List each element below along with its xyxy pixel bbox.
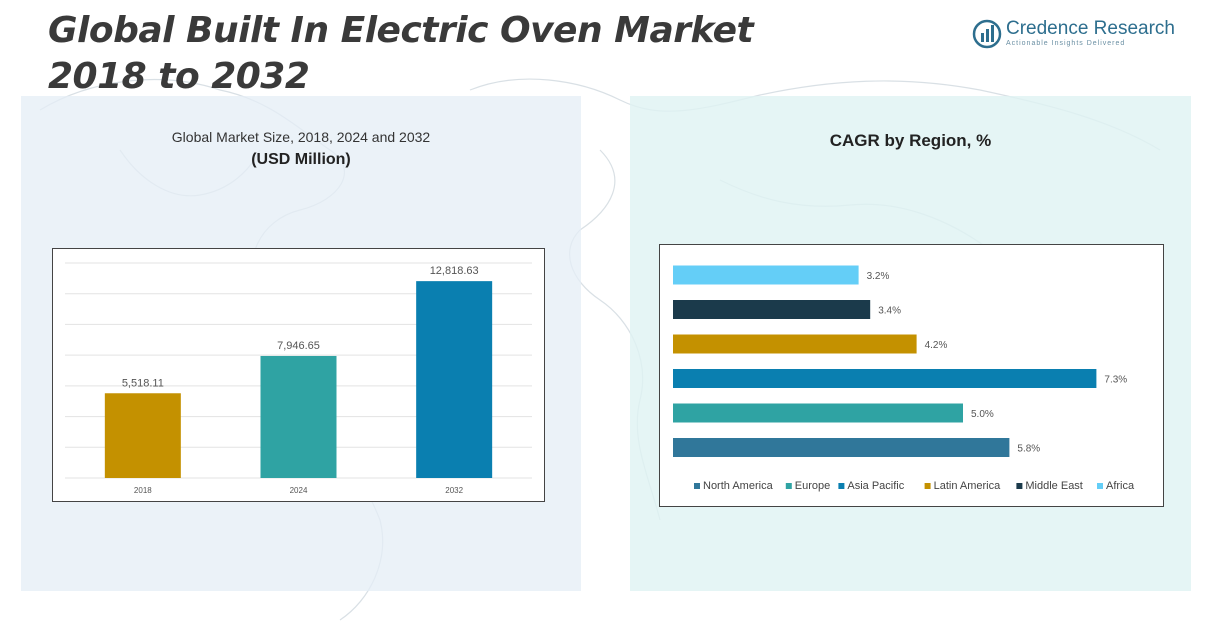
logo-brand-name: Credence Research (1006, 18, 1175, 39)
bar-africa (673, 265, 859, 285)
market-size-chart: 5,518.11 2018 7,946.65 2024 12,818.63 2032 (52, 248, 545, 502)
bar-value-label: 5,518.11 (122, 377, 164, 389)
bar-europe (673, 403, 963, 423)
legend-label: Europe (795, 480, 830, 492)
bar-value-label: 7.3% (1104, 375, 1127, 386)
cagr-bar-chart: 3.2% 3.4% 4.2% 7.3% 5.0% 5.8% North America Eur… (673, 265, 1135, 492)
cagr-chart: 3.2% 3.4% 4.2% 7.3% 5.0% 5.8% North America Eur… (659, 244, 1164, 507)
brand-logo: Credence Research Actionable Insights De… (972, 18, 1175, 52)
bar-value-label: 12,818.63 (430, 265, 479, 277)
x-tick-label: 2018 (134, 486, 152, 495)
title-line-2: 2018 to 2032 (48, 56, 310, 97)
market-size-subtitle: Global Market Size, 2018, 2024 and 2032 (171, 129, 431, 145)
bar-middle-east (673, 300, 871, 319)
logo-icon (972, 19, 1002, 49)
bar-2018 (104, 393, 181, 478)
legend-swatch (785, 483, 792, 489)
page-title: Global Built In Electric Oven Market 201… (48, 8, 754, 100)
legend-swatch (838, 483, 845, 489)
market-size-bar-chart: 5,518.11 2018 7,946.65 2024 12,818.63 2032 (65, 262, 532, 495)
bar-value-label: 3.2% (867, 271, 890, 282)
x-tick-label: 2024 (290, 486, 308, 495)
bar-value-label: 7,946.65 (277, 340, 320, 352)
legend-swatch (694, 483, 700, 489)
bar-value-label: 5.8% (1017, 444, 1040, 455)
legend-swatch (924, 483, 931, 489)
market-size-unit: (USD Million) (251, 151, 351, 168)
bar-value-label: 5.0% (971, 409, 994, 420)
bar-north-america (673, 438, 1010, 457)
legend-label: Africa (1106, 480, 1135, 492)
bar-value-label: 4.2% (925, 340, 948, 351)
legend-swatch (1016, 483, 1023, 489)
x-tick-label: 2032 (445, 486, 463, 495)
legend-label: North America (703, 480, 774, 492)
bar-asia-pacific (673, 369, 1097, 388)
legend-label: Middle East (1025, 480, 1082, 492)
bar-value-label: 3.4% (878, 306, 901, 317)
bar-2024 (260, 355, 337, 478)
bar-2032 (416, 281, 493, 478)
logo-tagline: Actionable Insights Delivered (1006, 40, 1126, 47)
legend-swatch (1097, 483, 1103, 489)
legend-label: Asia Pacific (847, 480, 904, 492)
cagr-title: CAGR by Region, % (829, 131, 992, 150)
legend-label: Latin America (934, 480, 1002, 492)
title-line-1: Global Built In Electric Oven Market (48, 10, 754, 51)
bar-latin-america (673, 334, 917, 354)
